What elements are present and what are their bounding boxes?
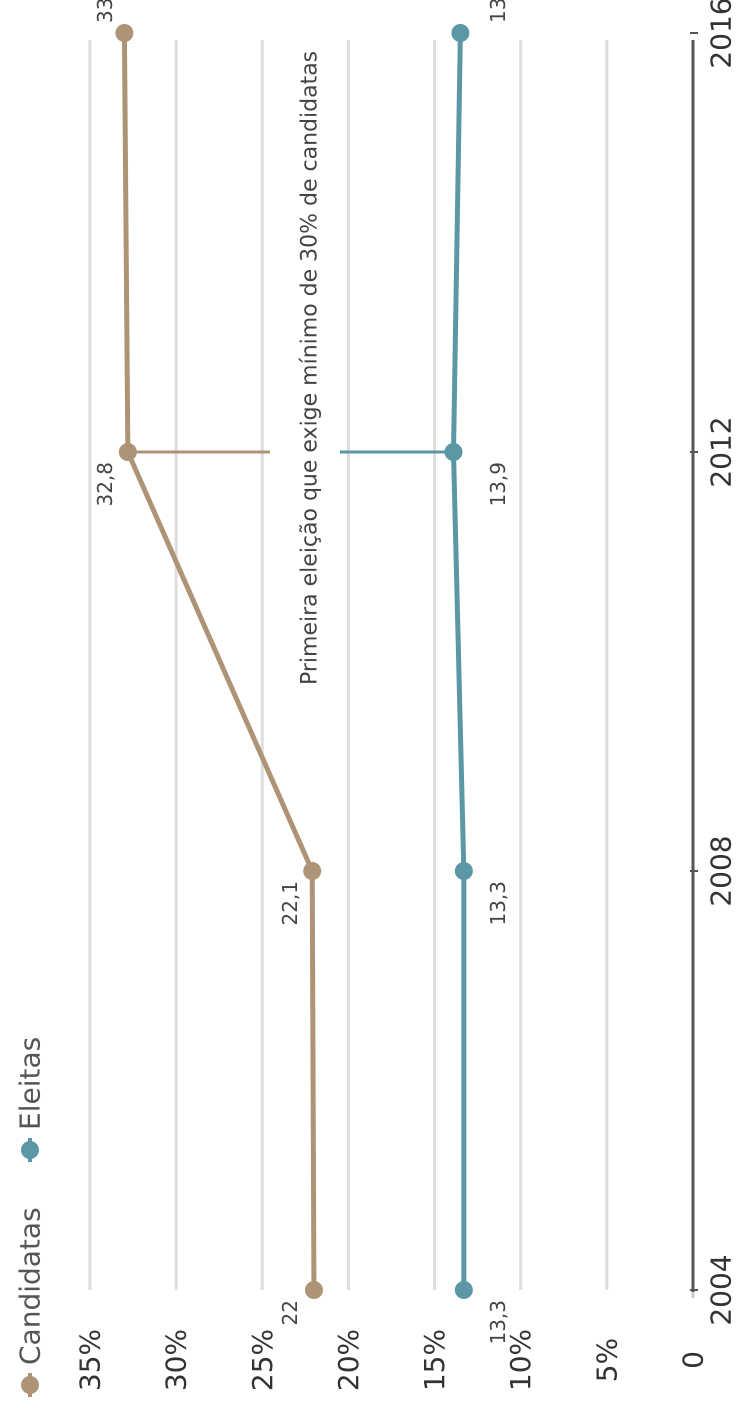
series-line-candidatas [121,32,317,1291]
y-tick-label: 5% [590,1338,623,1382]
x-tick-label: 2008 [705,835,738,906]
series-line-eleitas [451,32,467,1290]
data-point-eleitas [451,24,470,42]
grid-lines [88,40,609,1290]
y-tick-label: 15% [418,1329,451,1391]
series: 22 22,1 32,8 33 13,3 13,3 13,9 13,5 [93,0,510,1345]
y-tick-label: 10% [504,1329,537,1391]
data-label: 33 [93,0,117,23]
annotation-text: Primeira eleição que exige mínimo de 30%… [298,51,323,685]
data-label: 13,3 [486,881,510,926]
legend: Candidatas Eleitas [14,1037,47,1397]
data-point-eleitas [444,443,463,461]
y-tick-label: 35% [73,1329,106,1391]
legend-label-eleitas: Eleitas [14,1037,47,1130]
y-tick-label: 25% [246,1329,279,1391]
y-tick-label: 20% [332,1329,365,1391]
data-point-eleitas [454,1281,473,1299]
x-tick-label: 2016 [705,0,738,69]
y-tick-label: 30% [160,1329,193,1391]
legend-label-candidatas: Candidatas [14,1207,47,1365]
data-point-eleitas [454,862,473,880]
data-label: 13,3 [486,1300,510,1345]
x-axis: 0 5% 10% 15% 20% 25% 30% 35% 2004 2008 2012 2016 [73,0,737,1391]
data-label: 32,8 [93,462,117,507]
x-tick-label: 2004 [705,1254,738,1325]
data-point-candidatas [303,862,322,880]
y-tick-label: 0 [677,1351,710,1369]
data-point-candidatas [115,24,134,42]
data-label: 13,5 [486,0,510,23]
data-label: 22,1 [278,881,302,926]
data-point-candidatas [304,1281,323,1299]
data-point-candidatas [118,443,137,461]
annotation: Primeira eleição que exige mínimo de 30%… [135,51,446,685]
data-label: 22 [278,1300,302,1325]
x-tick-label: 2012 [705,416,738,487]
data-label: 13,9 [486,462,510,507]
